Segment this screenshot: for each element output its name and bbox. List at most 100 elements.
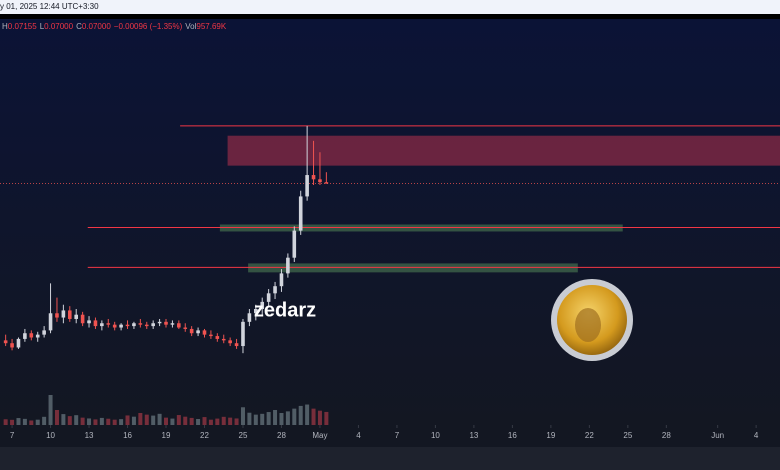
candle-body (80, 314, 85, 324)
legend-label: Vol (185, 22, 196, 31)
candle-body (292, 230, 297, 258)
candle-body (67, 310, 72, 319)
candle-body (3, 340, 8, 344)
volume-bar (324, 411, 329, 425)
volume-bar (16, 418, 21, 425)
volume-bar (279, 413, 284, 425)
volume-bar (106, 418, 111, 425)
top-bar (0, 0, 780, 14)
candle-body (93, 320, 98, 327)
x-tick-label: May (312, 431, 327, 440)
volume-bar (131, 416, 136, 425)
volume-bar (157, 413, 162, 425)
volume-bar (74, 415, 79, 425)
x-tick-label: 7 (395, 431, 400, 440)
chart-pane (0, 19, 780, 425)
candle-body (298, 196, 303, 231)
volume-bar (151, 415, 156, 425)
candle-body (10, 343, 14, 348)
candle-body (209, 334, 213, 337)
candle-body (305, 175, 309, 197)
x-tick-label: 25 (239, 431, 248, 440)
volume-bar (208, 419, 213, 425)
candle-body (266, 293, 271, 302)
volume-bar (253, 414, 258, 425)
candle-body (234, 343, 239, 347)
candle-body (260, 301, 265, 309)
volume-bar (164, 417, 169, 425)
legend-label: L (40, 22, 45, 31)
candle-body (112, 324, 117, 328)
candle-body (23, 333, 27, 339)
volume-bar (183, 416, 188, 425)
volume-bar (48, 395, 53, 425)
candle-body (324, 182, 329, 184)
legend-value: 0.07000 (44, 22, 73, 31)
zone (227, 135, 780, 166)
candle-body (247, 313, 252, 322)
candle-body (241, 321, 245, 347)
x-tick-label: 4 (754, 431, 759, 440)
volume-bar (61, 414, 66, 425)
x-tick-label: 28 (662, 431, 671, 440)
volume-bar (119, 419, 124, 425)
x-tick-label: 19 (162, 431, 171, 440)
volume-bar (42, 416, 47, 425)
candle-body (100, 323, 104, 327)
volume-bar (240, 407, 245, 425)
x-tick-label: 13 (469, 431, 478, 440)
volume-bar (29, 420, 34, 425)
legend-value: 0.07155 (8, 22, 37, 31)
volume-bar (80, 417, 85, 425)
candle-body (177, 323, 181, 328)
volume-bar (35, 419, 40, 425)
volume-bar (228, 417, 233, 425)
x-tick-label: 4 (356, 431, 361, 440)
candle-body (318, 179, 322, 183)
volume-bar (54, 410, 59, 425)
volume-bar (221, 416, 226, 425)
volume-bar (3, 419, 8, 425)
volume-bar (285, 411, 290, 425)
candle-body (144, 324, 149, 327)
candle-body (273, 286, 277, 294)
x-tick-label: 22 (585, 431, 594, 440)
volume-bar (215, 418, 220, 425)
candle-body (74, 314, 79, 319)
legend-text: H0.07155 L0.07000 C0.07000 −0.00096 (−1.35%… (2, 22, 227, 31)
candle-body (61, 310, 66, 318)
candle-body (164, 321, 168, 325)
legend-value: 957.69K (196, 22, 226, 31)
coin-logo (551, 279, 633, 361)
candle-body (183, 327, 188, 329)
candle-body (132, 323, 136, 327)
candle-body (157, 321, 162, 324)
bottom-bar (0, 447, 780, 470)
volume-bar (87, 418, 92, 425)
candle-body (125, 324, 130, 327)
candle-body (87, 320, 91, 324)
candle-body (286, 257, 290, 274)
volume-bar (144, 414, 149, 425)
legend-value: 0.07000 (82, 22, 111, 31)
volume-bar (266, 412, 271, 425)
x-tick-label: Jun (711, 431, 724, 440)
volume-bar (273, 410, 278, 425)
candle-body (311, 175, 316, 180)
volume-bar (189, 417, 194, 425)
x-tick-label: 13 (85, 431, 94, 440)
x-tick-label: 19 (546, 431, 555, 440)
volume-bar (317, 410, 322, 425)
coin-portrait (575, 308, 601, 342)
candle-body (55, 313, 59, 318)
volume-bar (260, 413, 265, 425)
volume-bar (10, 419, 15, 425)
candle-body (202, 330, 207, 335)
volume-bar (298, 405, 303, 425)
volume-bar (292, 408, 297, 425)
legend-change: −0.00096 (−1.35%) (114, 22, 183, 31)
volume-bar (202, 417, 207, 425)
volume-bar (99, 417, 104, 425)
